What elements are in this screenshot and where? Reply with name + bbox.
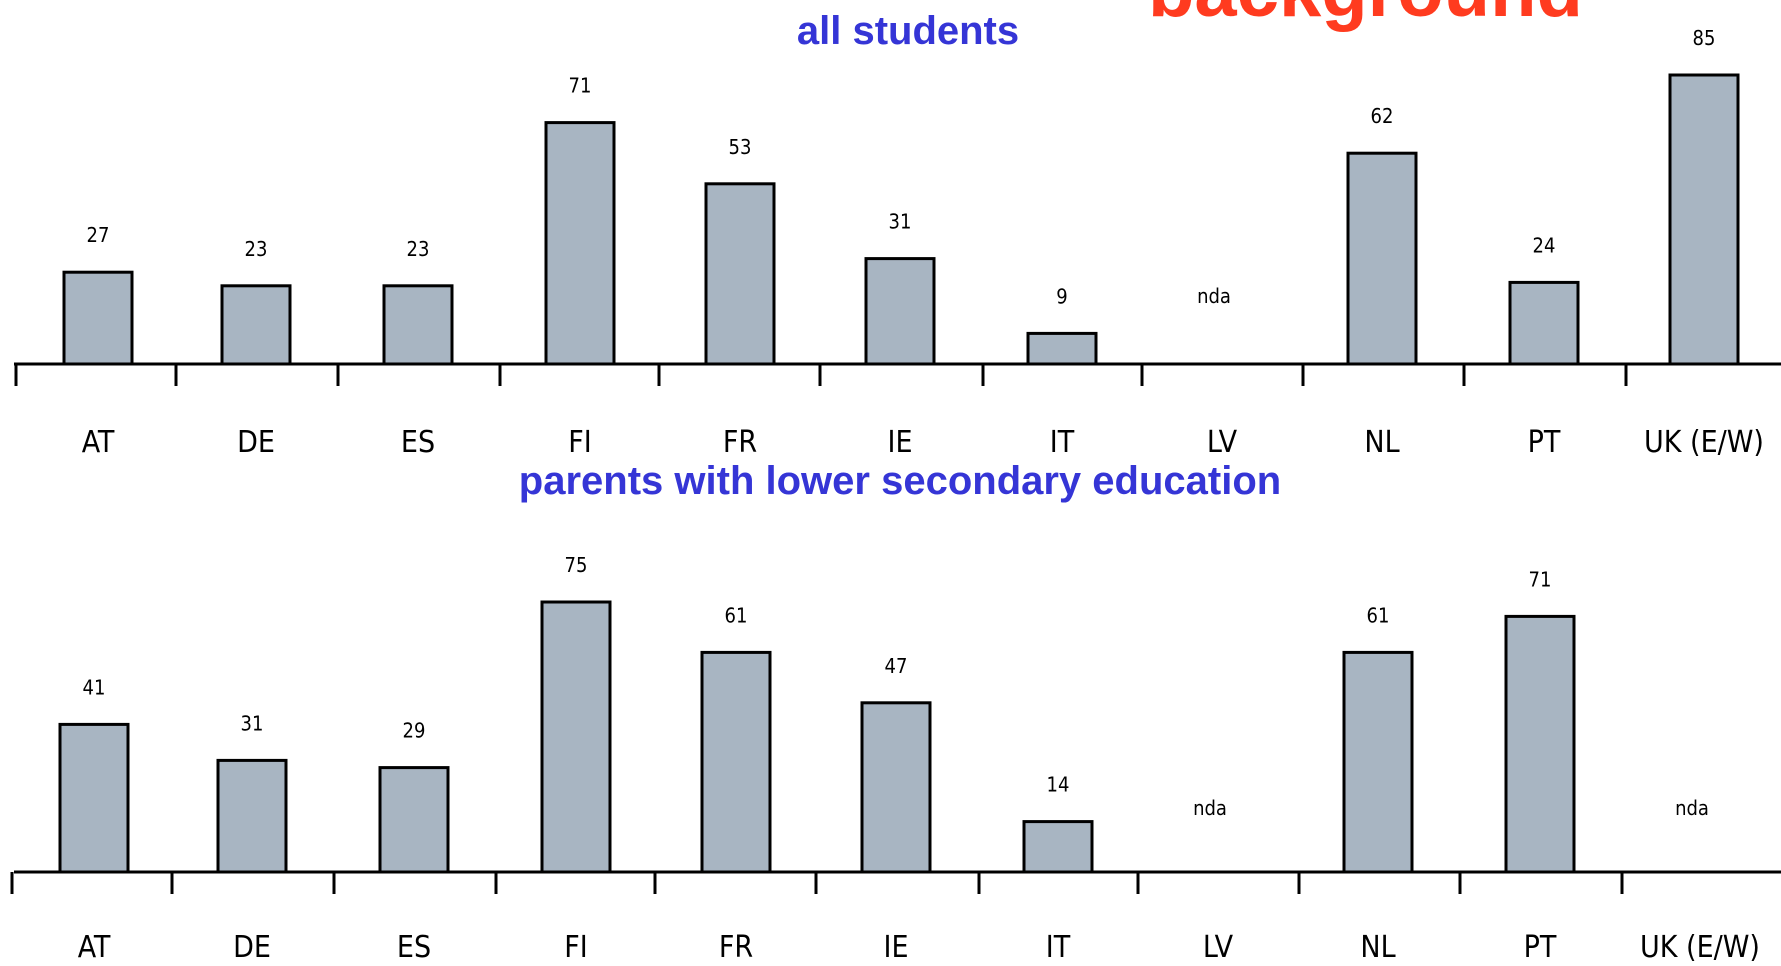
bar-ie	[864, 257, 936, 366]
bar-de	[216, 758, 288, 874]
category-label: FI	[568, 425, 591, 460]
data-label: 23	[407, 237, 430, 261]
bar-es	[378, 766, 450, 874]
data-label-nda: nda	[1193, 796, 1227, 820]
category-label: LV	[1207, 425, 1238, 460]
data-label: 31	[889, 210, 912, 234]
category-label: PT	[1528, 425, 1561, 460]
chart-title-parents-lower-secondary: parents with lower secondary education	[519, 459, 1281, 503]
data-label: 61	[725, 603, 748, 627]
data-label: 47	[885, 654, 908, 678]
data-label-nda: nda	[1675, 796, 1709, 820]
bar-pt	[1504, 614, 1576, 874]
data-label: 71	[569, 74, 592, 98]
category-label: DE	[237, 425, 275, 460]
category-label: ES	[401, 425, 435, 460]
bar-at	[62, 270, 134, 366]
category-label: ES	[397, 930, 431, 965]
chart-panel-parents-lower-secondary: parents with lower secondary education 4…	[10, 459, 1781, 965]
category-label: FR	[719, 930, 753, 965]
bar-fi	[544, 121, 616, 366]
bar-nl	[1342, 650, 1414, 874]
category-label: DE	[233, 930, 271, 965]
bar-uk-e-w-	[1668, 73, 1740, 366]
bar-fr	[700, 650, 772, 874]
data-label: 61	[1367, 603, 1390, 627]
data-label: 31	[241, 711, 264, 735]
bar-at	[58, 722, 130, 874]
data-label-nda: nda	[1197, 284, 1231, 308]
category-label: NL	[1360, 930, 1395, 965]
data-label: 23	[245, 237, 268, 261]
category-label: FR	[723, 425, 757, 460]
category-label: AT	[82, 425, 115, 460]
data-label: 71	[1529, 567, 1552, 591]
category-label: UK (E/W)	[1644, 425, 1764, 460]
data-label: 29	[403, 719, 426, 743]
category-label: IT	[1050, 425, 1075, 460]
category-label: AT	[78, 930, 111, 965]
bar-nl	[1346, 151, 1418, 366]
bar-it	[1026, 331, 1098, 366]
data-label: 75	[565, 553, 588, 577]
category-label: LV	[1203, 930, 1234, 965]
data-label: 62	[1371, 104, 1394, 128]
category-label: NL	[1364, 425, 1399, 460]
data-label: 14	[1047, 773, 1070, 797]
category-label: PT	[1524, 930, 1557, 965]
bar-es	[382, 284, 454, 366]
bar-it	[1022, 820, 1094, 874]
category-label: UK (E/W)	[1640, 930, 1760, 965]
chart-panel-all-students: all students 27 AT 23 DE 23 ES 71 FI 53 FR 31 IE 9 IT…	[14, 9, 1781, 460]
data-label: 24	[1533, 233, 1556, 257]
category-label: FI	[564, 930, 587, 965]
data-label: 27	[87, 223, 110, 247]
category-label: IT	[1046, 930, 1071, 965]
bar-fr	[704, 182, 776, 366]
bar-de	[220, 284, 292, 366]
bar-pt	[1508, 280, 1580, 366]
bar-fi	[540, 600, 612, 874]
bar-ie	[860, 701, 932, 874]
category-label: IE	[887, 425, 912, 460]
category-label: IE	[883, 930, 908, 965]
data-label: 41	[83, 675, 106, 699]
page-title-fragment: background	[1148, 0, 1583, 33]
data-label: 53	[729, 135, 752, 159]
data-label: 9	[1056, 284, 1067, 308]
chart-title-all-students: all students	[797, 9, 1019, 53]
data-label: 85	[1693, 26, 1716, 50]
